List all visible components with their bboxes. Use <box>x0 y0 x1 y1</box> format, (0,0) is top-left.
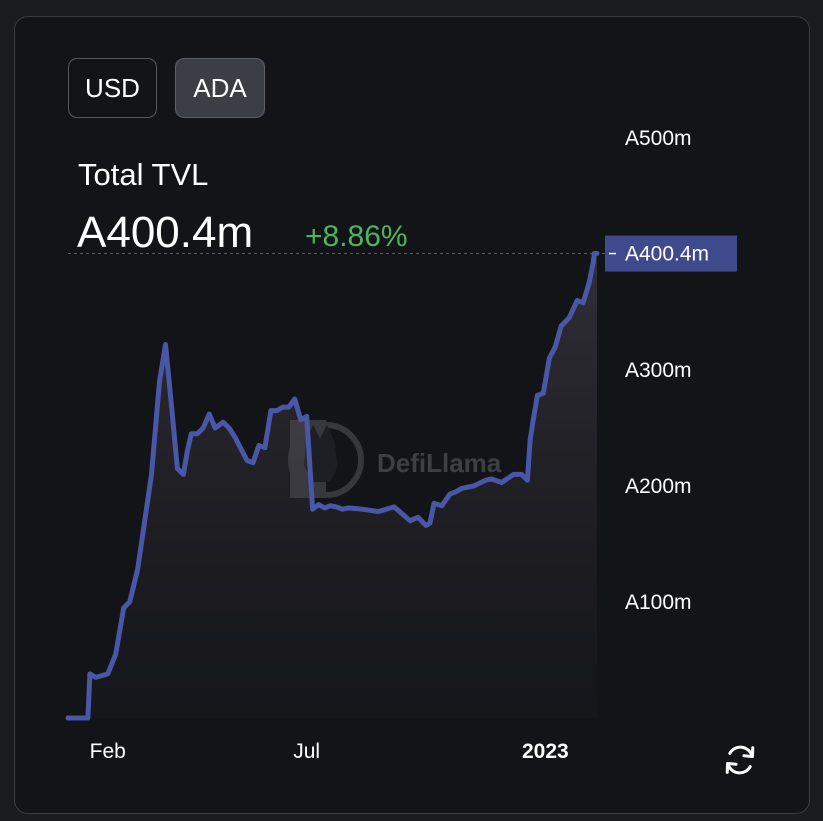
current-value-tag-bg <box>605 235 737 272</box>
tvl-line <box>65 251 600 721</box>
chart-title: Total TVL <box>78 157 209 192</box>
tvl-change-percent: +8.86% <box>305 220 408 253</box>
tvl-area <box>68 253 597 718</box>
current-value-tag: A400.4m <box>605 235 737 272</box>
x-tick-label: Feb <box>90 740 126 763</box>
y-tick-label: A100m <box>625 591 692 614</box>
y-tick-label: A500m <box>625 127 692 150</box>
x-axis: Feb Jul 2023 <box>90 740 569 763</box>
tvl-value: A400.4m <box>77 208 254 257</box>
y-tick-label: A200m <box>625 475 692 498</box>
x-tick-label: Jul <box>293 740 320 763</box>
y-axis: A100m A200m A300m A500m <box>625 127 692 614</box>
usd-toggle-button[interactable]: USD <box>68 58 157 118</box>
current-value-label: A400.4m <box>625 243 709 266</box>
x-tick-label: 2023 <box>522 740 569 763</box>
ada-toggle-button[interactable]: ADA <box>175 58 265 118</box>
refresh-icon[interactable] <box>722 742 758 778</box>
watermark-text: DefiLlama <box>377 448 502 478</box>
y-tick-label: A300m <box>625 359 692 382</box>
